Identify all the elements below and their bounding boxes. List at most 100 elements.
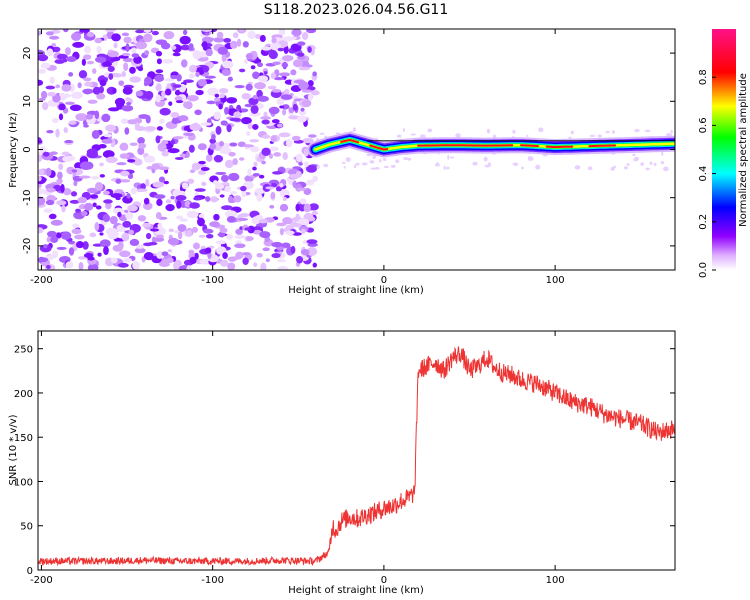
noise-speckle <box>243 59 249 64</box>
noise-speckle <box>228 172 240 182</box>
noise-speckle <box>258 174 265 179</box>
noise-speckle <box>165 199 172 204</box>
noise-speckle <box>189 169 196 174</box>
noise-speckle <box>45 167 52 177</box>
noise-speckle <box>233 195 242 203</box>
noise-speckle <box>271 88 282 93</box>
noise-speckle <box>282 152 288 161</box>
noise-speckle <box>121 105 134 112</box>
noise-speckle <box>200 122 212 126</box>
noise-speckle <box>189 256 197 265</box>
noise-speckle <box>40 90 48 100</box>
noise-speckle <box>640 162 644 167</box>
noise-speckle <box>213 213 220 221</box>
noise-speckle <box>57 178 63 185</box>
noise-speckle <box>195 71 200 78</box>
noise-speckle <box>105 227 118 236</box>
noise-speckle <box>226 233 234 240</box>
noise-speckle <box>278 29 286 36</box>
noise-speckle <box>281 104 290 110</box>
noise-speckle <box>447 154 450 160</box>
noise-speckle <box>63 29 69 33</box>
noise-speckle <box>182 79 195 83</box>
noise-speckle <box>96 45 102 54</box>
noise-speckle <box>55 128 60 138</box>
noise-speckle <box>94 222 100 231</box>
noise-speckle <box>109 215 118 225</box>
noise-speckle <box>250 105 259 114</box>
noise-speckle <box>252 124 259 130</box>
noise-speckle <box>236 38 242 47</box>
noise-speckle <box>127 119 139 125</box>
noise-speckle <box>224 185 231 193</box>
noise-speckle <box>269 146 279 152</box>
noise-speckle <box>257 95 269 102</box>
noise-speckle <box>220 120 228 126</box>
noise-speckle <box>287 36 298 40</box>
noise-speckle <box>206 100 216 105</box>
noise-speckle <box>177 224 187 232</box>
noise-speckle <box>305 164 317 173</box>
noise-speckle <box>158 262 170 267</box>
noise-speckle <box>99 239 111 248</box>
noise-speckle <box>261 119 270 125</box>
noise-speckle <box>179 153 187 158</box>
noise-speckle <box>81 210 88 217</box>
noise-speckle <box>157 222 163 229</box>
x-tick-label: 0 <box>381 575 387 586</box>
noise-speckle <box>445 166 450 170</box>
noise-speckle <box>209 138 216 145</box>
noise-speckle <box>86 187 99 194</box>
snr-y-ticks: 0 50 100 150 200 250 <box>14 345 675 577</box>
noise-speckle <box>239 213 250 218</box>
noise-speckle <box>574 165 581 170</box>
noise-speckle <box>163 180 169 185</box>
noise-speckle <box>201 41 208 49</box>
snr-frame <box>37 330 676 571</box>
noise-speckle <box>120 170 130 177</box>
noise-speckle <box>79 29 90 33</box>
noise-speckle <box>143 242 153 247</box>
noise-speckle <box>443 165 446 170</box>
noise-speckle <box>89 232 97 238</box>
snr-x-label: Height of straight line (km) <box>288 585 424 596</box>
noise-speckle <box>248 97 259 105</box>
y-tick-label: -20 <box>22 238 33 254</box>
noise-speckle <box>155 50 163 57</box>
noise-speckle <box>252 172 260 177</box>
noise-speckle <box>295 213 300 221</box>
noise-speckle <box>38 97 46 101</box>
noise-speckle <box>238 68 246 73</box>
x-tick-label: -200 <box>30 275 53 286</box>
noise-speckle <box>112 207 124 215</box>
noise-speckle <box>632 153 636 157</box>
noise-speckle <box>135 90 144 97</box>
noise-speckle <box>230 40 238 49</box>
noise-speckle <box>192 242 201 250</box>
noise-speckle <box>296 256 304 264</box>
noise-speckle <box>270 191 276 200</box>
noise-speckle <box>250 145 260 153</box>
noise-speckle <box>101 113 111 123</box>
noise-speckle <box>353 164 357 169</box>
noise-speckle <box>257 75 269 83</box>
noise-speckle <box>110 193 123 199</box>
noise-speckle <box>118 80 125 87</box>
noise-speckle <box>126 193 131 199</box>
noise-speckle <box>277 265 289 270</box>
noise-speckle <box>71 228 82 235</box>
noise-speckle <box>125 97 131 102</box>
noise-speckle <box>194 109 202 116</box>
noise-speckle <box>61 204 66 213</box>
noise-speckle <box>269 204 275 209</box>
noise-speckle <box>69 104 82 112</box>
noise-speckle <box>155 85 161 91</box>
noise-speckle <box>151 163 160 170</box>
noise-speckle <box>487 162 491 168</box>
noise-speckle <box>45 31 54 36</box>
noise-speckle <box>46 265 51 270</box>
noise-speckle <box>92 86 101 95</box>
noise-speckle <box>215 171 227 175</box>
noise-speckle <box>167 249 173 253</box>
noise-speckle <box>253 161 258 167</box>
